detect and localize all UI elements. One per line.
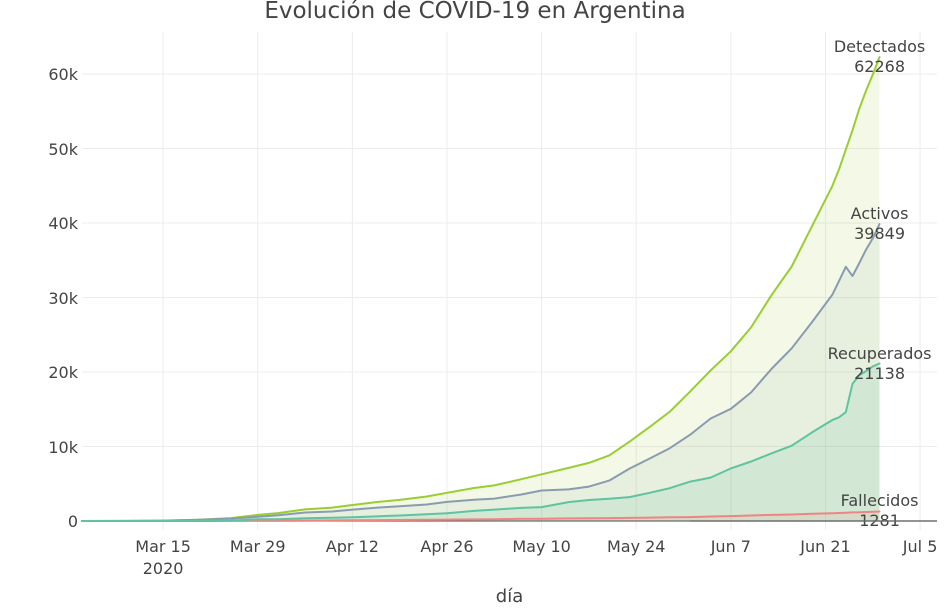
x-tick-label: May 24 xyxy=(606,537,666,556)
x-tick-label: Mar 15 xyxy=(135,537,191,556)
y-tick-label: 50k xyxy=(48,139,78,159)
series-line-activos[interactable] xyxy=(81,223,881,522)
area-fill-fallecidos xyxy=(82,511,880,521)
x-tick-label: Jun 7 xyxy=(710,537,751,556)
series-lines xyxy=(81,56,881,522)
series-label-value: 62268 xyxy=(854,57,905,77)
series-label-name: Activos xyxy=(850,204,909,224)
y-tick-label: 20k xyxy=(48,363,78,382)
area-fills xyxy=(82,57,880,521)
area-fill-recuperados xyxy=(82,363,880,521)
y-tick-label: 60k xyxy=(48,65,78,85)
series-line-recuperados[interactable] xyxy=(81,362,881,522)
area-fill-detectados xyxy=(82,57,880,521)
y-tick-label: 40k xyxy=(48,214,78,233)
y-tick-label: 0 xyxy=(67,512,78,531)
x-tick-label: Jul 5 xyxy=(902,537,938,556)
y-tick-label: 30k xyxy=(48,288,78,308)
series-label-name: Detectados xyxy=(833,37,926,57)
series-label-fallecidos: Fallecidos 1281 xyxy=(810,491,950,531)
series-label-value: 21138 xyxy=(854,363,905,383)
x-tick-label: Mar 29 xyxy=(229,537,286,556)
chart-title: Evolución de COVID-19 en Argentina xyxy=(264,0,686,24)
x-tick-label: Apr 26 xyxy=(420,537,474,556)
series-line-fallecidos[interactable] xyxy=(81,510,881,522)
x-axis-year-label: 2020 xyxy=(142,559,184,578)
series-label-activos: Activos 39849 xyxy=(810,204,950,244)
x-tick-label: Apr 12 xyxy=(325,537,379,556)
series-label-name: Recuperados xyxy=(827,343,932,363)
series-label-value: 39849 xyxy=(854,224,905,244)
series-label-detectados: Detectados 62268 xyxy=(810,37,950,77)
gridlines xyxy=(82,32,937,530)
x-axis-title: día xyxy=(495,586,524,607)
series-line-detectados[interactable] xyxy=(81,56,881,522)
series-label-recuperados: Recuperados 21138 xyxy=(810,344,950,384)
area-fill-activos xyxy=(82,224,880,521)
series-label-name: Fallecidos xyxy=(840,491,919,511)
x-tick-label: Jun 21 xyxy=(800,537,851,556)
x-tick-label: May 10 xyxy=(512,537,571,556)
series-label-value: 1281 xyxy=(859,511,900,531)
y-tick-label: 10k xyxy=(48,437,78,457)
